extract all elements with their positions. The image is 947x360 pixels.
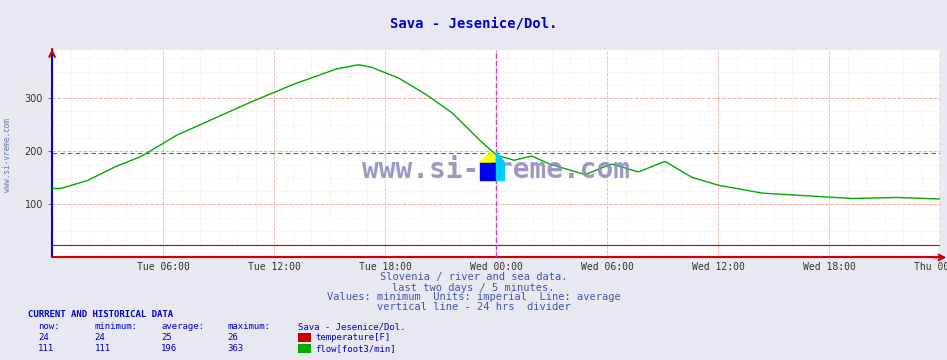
Text: 24: 24: [38, 333, 48, 342]
Polygon shape: [480, 162, 496, 180]
Text: Sava - Jesenice/Dol.: Sava - Jesenice/Dol.: [390, 16, 557, 30]
Text: Tue 18:00: Tue 18:00: [359, 262, 412, 272]
Text: 196: 196: [161, 344, 177, 353]
Text: Wed 12:00: Wed 12:00: [692, 262, 744, 272]
Polygon shape: [496, 162, 504, 180]
Text: CURRENT AND HISTORICAL DATA: CURRENT AND HISTORICAL DATA: [28, 310, 173, 319]
Text: www.si-vreme.com: www.si-vreme.com: [363, 157, 630, 184]
Text: Tue 12:00: Tue 12:00: [248, 262, 300, 272]
Text: 26: 26: [227, 333, 238, 342]
Text: Sava - Jesenice/Dol.: Sava - Jesenice/Dol.: [298, 322, 406, 331]
Text: Tue 06:00: Tue 06:00: [136, 262, 189, 272]
Text: 111: 111: [38, 344, 54, 353]
Text: flow[foot3/min]: flow[foot3/min]: [315, 344, 396, 353]
Text: Thu 00:00: Thu 00:00: [914, 262, 947, 272]
Text: maximum:: maximum:: [227, 322, 270, 331]
Text: www.si-vreme.com: www.si-vreme.com: [3, 118, 12, 192]
Text: now:: now:: [38, 322, 60, 331]
Polygon shape: [480, 152, 496, 162]
Text: Wed 00:00: Wed 00:00: [470, 262, 523, 272]
Text: Wed 18:00: Wed 18:00: [803, 262, 856, 272]
Polygon shape: [496, 152, 504, 162]
Text: temperature[F]: temperature[F]: [315, 333, 390, 342]
Text: minimum:: minimum:: [95, 322, 137, 331]
Text: average:: average:: [161, 322, 204, 331]
Text: 24: 24: [95, 333, 105, 342]
Text: 25: 25: [161, 333, 171, 342]
Text: Wed 06:00: Wed 06:00: [581, 262, 634, 272]
Text: 363: 363: [227, 344, 243, 353]
Polygon shape: [480, 152, 491, 162]
Text: vertical line - 24 hrs  divider: vertical line - 24 hrs divider: [377, 302, 570, 312]
Text: Values: minimum  Units: imperial  Line: average: Values: minimum Units: imperial Line: av…: [327, 292, 620, 302]
Text: Slovenia / river and sea data.: Slovenia / river and sea data.: [380, 272, 567, 282]
Text: 111: 111: [95, 344, 111, 353]
Text: last two days / 5 minutes.: last two days / 5 minutes.: [392, 283, 555, 293]
